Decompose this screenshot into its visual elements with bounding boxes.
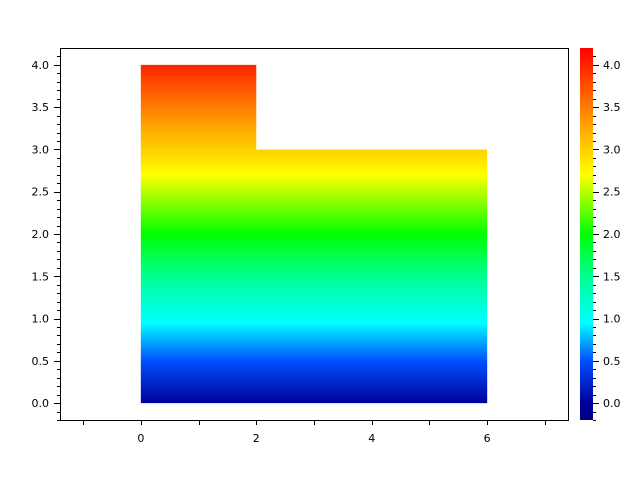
colorbar-tick-label: 3.5 <box>603 101 621 114</box>
filled-region <box>140 64 488 404</box>
colorbar-tick-label: 1.0 <box>603 313 621 326</box>
y-tick-label: 3.5 <box>32 101 50 114</box>
y-axis: 0.0 0.5 1.0 1.5 2.0 2.5 3.0 3.5 4.0 <box>32 56 60 421</box>
colorbar-tick-label: 2.0 <box>603 228 621 241</box>
colorbar-tick-label: 4.0 <box>603 59 621 72</box>
colorbar-tick-label: 1.5 <box>603 270 621 283</box>
colorbar-tick-label: 0.0 <box>603 397 621 410</box>
colorbar-axis: 0.0 0.5 1.0 1.5 2.0 2.5 3.0 3.5 4.0 <box>593 56 621 421</box>
colorbar-tick-label: 0.5 <box>603 355 621 368</box>
x-tick-label: 6 <box>484 432 491 445</box>
y-tick-label: 0.5 <box>32 355 50 368</box>
x-tick-label: 2 <box>253 432 260 445</box>
y-tick-label: 4.0 <box>32 59 50 72</box>
colorbar-tick-label: 3.0 <box>603 143 621 156</box>
y-tick-label: 2.5 <box>32 186 50 199</box>
x-tick-label: 0 <box>137 432 144 445</box>
x-tick-label: 4 <box>368 432 375 445</box>
x-axis: 0 2 4 6 <box>83 420 546 445</box>
colorbar <box>580 48 593 420</box>
y-tick-label: 1.0 <box>32 313 50 326</box>
y-tick-label: 2.0 <box>32 228 50 241</box>
y-tick-label: 3.0 <box>32 143 50 156</box>
y-tick-label: 0.0 <box>32 397 50 410</box>
colorbar-tick-label: 2.5 <box>603 186 621 199</box>
y-tick-label: 1.5 <box>32 270 50 283</box>
